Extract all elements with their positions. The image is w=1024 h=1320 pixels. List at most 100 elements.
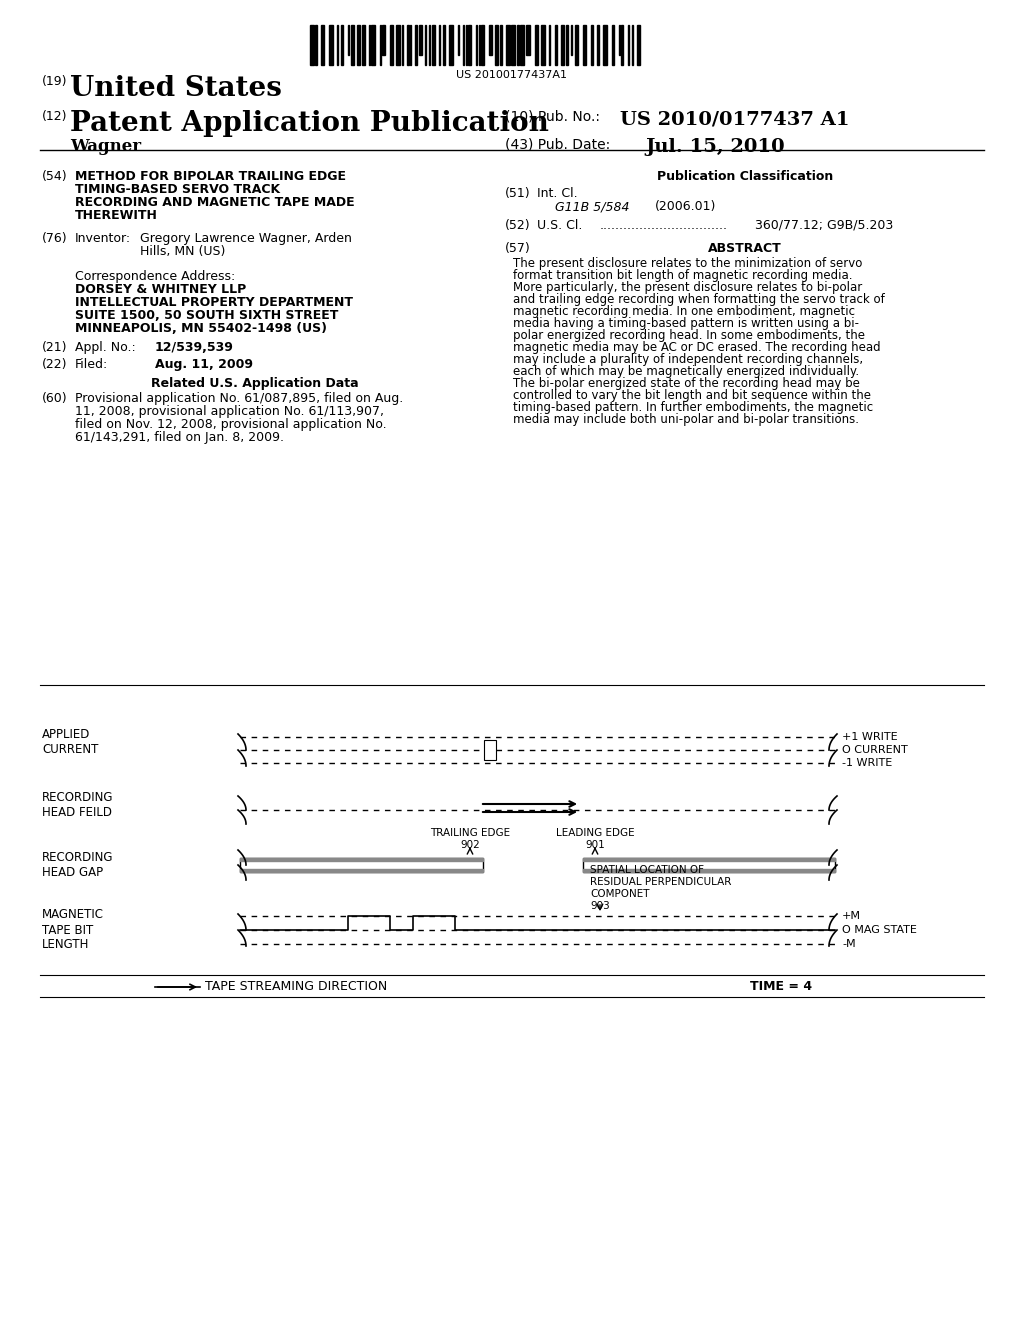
- Bar: [597, 25, 599, 65]
- Text: Publication Classification: Publication Classification: [656, 170, 834, 183]
- Text: 360/77.12; G9B/5.203: 360/77.12; G9B/5.203: [755, 219, 893, 232]
- Bar: [468, 25, 471, 65]
- Bar: [511, 25, 515, 65]
- Bar: [443, 25, 444, 65]
- Text: TAPE STREAMING DIRECTION: TAPE STREAMING DIRECTION: [205, 981, 387, 994]
- Text: Gregory Lawrence Wagner, Arden: Gregory Lawrence Wagner, Arden: [140, 232, 352, 246]
- Bar: [584, 25, 586, 65]
- Text: polar energized recording head. In some embodiments, the: polar energized recording head. In some …: [513, 329, 865, 342]
- Text: (12): (12): [42, 110, 68, 123]
- Text: MAGNETIC
TAPE BIT
LENGTH: MAGNETIC TAPE BIT LENGTH: [42, 908, 104, 952]
- Text: Hills, MN (US): Hills, MN (US): [140, 246, 225, 257]
- Bar: [574, 25, 579, 65]
- Bar: [603, 25, 607, 65]
- Bar: [520, 25, 523, 65]
- Text: (2006.01): (2006.01): [655, 201, 717, 213]
- Text: format transition bit length of magnetic recording media.: format transition bit length of magnetic…: [513, 269, 853, 282]
- Bar: [390, 25, 393, 65]
- Text: MINNEAPOLIS, MN 55402-1498 (US): MINNEAPOLIS, MN 55402-1498 (US): [75, 322, 327, 335]
- Text: RECORDING
HEAD FEILD: RECORDING HEAD FEILD: [42, 791, 114, 818]
- Text: Int. Cl.: Int. Cl.: [537, 187, 578, 201]
- Text: Inventor:: Inventor:: [75, 232, 131, 246]
- Text: Wagner: Wagner: [70, 139, 141, 154]
- Text: filed on Nov. 12, 2008, provisional application No.: filed on Nov. 12, 2008, provisional appl…: [75, 418, 387, 432]
- Bar: [408, 25, 409, 65]
- Bar: [382, 25, 385, 55]
- Text: US 20100177437A1: US 20100177437A1: [457, 70, 567, 81]
- Text: The bi-polar energized state of the recording head may be: The bi-polar energized state of the reco…: [513, 378, 860, 389]
- Text: RECORDING
HEAD GAP: RECORDING HEAD GAP: [42, 851, 114, 879]
- Text: 12/539,539: 12/539,539: [155, 341, 233, 354]
- Bar: [475, 25, 477, 65]
- Bar: [419, 25, 422, 55]
- Text: 11, 2008, provisional application No. 61/113,907,: 11, 2008, provisional application No. 61…: [75, 405, 384, 418]
- Text: RESIDUAL PERPENDICULAR: RESIDUAL PERPENDICULAR: [590, 876, 731, 887]
- Text: 901: 901: [585, 840, 605, 850]
- Bar: [315, 25, 317, 65]
- Bar: [506, 25, 510, 65]
- Text: controlled to vary the bit length and bit sequence within the: controlled to vary the bit length and bi…: [513, 389, 871, 403]
- Bar: [481, 25, 484, 65]
- Text: timing-based pattern. In further embodiments, the magnetic: timing-based pattern. In further embodim…: [513, 401, 873, 414]
- Bar: [484, 741, 496, 760]
- Text: Aug. 11, 2009: Aug. 11, 2009: [155, 358, 253, 371]
- Text: THEREWITH: THEREWITH: [75, 209, 158, 222]
- Text: US 2010/0177437 A1: US 2010/0177437 A1: [620, 110, 850, 128]
- Bar: [611, 25, 614, 65]
- Text: (54): (54): [42, 170, 68, 183]
- Bar: [591, 25, 593, 65]
- Bar: [489, 25, 492, 55]
- Bar: [622, 25, 623, 65]
- Text: (21): (21): [42, 341, 68, 354]
- Text: (76): (76): [42, 232, 68, 246]
- Bar: [583, 869, 835, 873]
- Text: ABSTRACT: ABSTRACT: [709, 242, 782, 255]
- Bar: [321, 25, 325, 65]
- Bar: [351, 25, 354, 65]
- Bar: [341, 25, 343, 65]
- Bar: [361, 25, 366, 65]
- Text: Filed:: Filed:: [75, 358, 109, 371]
- Bar: [628, 25, 630, 65]
- Text: RECORDING AND MAGNETIC TAPE MADE: RECORDING AND MAGNETIC TAPE MADE: [75, 195, 354, 209]
- Text: United States: United States: [70, 75, 282, 102]
- Text: (10) Pub. No.:: (10) Pub. No.:: [505, 110, 600, 124]
- Bar: [526, 25, 529, 55]
- Bar: [500, 25, 502, 65]
- Text: SUITE 1500, 50 SOUTH SIXTH STREET: SUITE 1500, 50 SOUTH SIXTH STREET: [75, 309, 338, 322]
- Bar: [555, 25, 556, 65]
- Text: METHOD FOR BIPOLAR TRAILING EDGE: METHOD FOR BIPOLAR TRAILING EDGE: [75, 170, 346, 183]
- Bar: [535, 25, 539, 65]
- Bar: [432, 25, 435, 65]
- Text: Related U.S. Application Data: Related U.S. Application Data: [152, 378, 358, 389]
- Text: (43) Pub. Date:: (43) Pub. Date:: [505, 139, 610, 152]
- Bar: [240, 869, 483, 873]
- Text: 61/143,291, filed on Jan. 8, 2009.: 61/143,291, filed on Jan. 8, 2009.: [75, 432, 284, 444]
- Bar: [357, 25, 360, 65]
- Text: U.S. Cl.: U.S. Cl.: [537, 219, 583, 232]
- Text: ................................: ................................: [600, 219, 728, 232]
- Text: +M: +M: [842, 911, 861, 921]
- Text: Jul. 15, 2010: Jul. 15, 2010: [645, 139, 784, 156]
- Text: APPLIED
CURRENT: APPLIED CURRENT: [42, 729, 98, 756]
- Text: 902: 902: [460, 840, 480, 850]
- Text: TIMING-BASED SERVO TRACK: TIMING-BASED SERVO TRACK: [75, 183, 281, 195]
- Text: INTELLECTUAL PROPERTY DEPARTMENT: INTELLECTUAL PROPERTY DEPARTMENT: [75, 296, 353, 309]
- Bar: [637, 25, 640, 65]
- Text: (22): (22): [42, 358, 68, 371]
- Text: Patent Application Publication: Patent Application Publication: [70, 110, 549, 137]
- Bar: [561, 25, 564, 65]
- Text: Correspondence Address:: Correspondence Address:: [75, 271, 236, 282]
- Text: media having a timing-based pattern is written using a bi-: media having a timing-based pattern is w…: [513, 317, 859, 330]
- Text: O MAG STATE: O MAG STATE: [842, 925, 916, 935]
- Text: More particularly, the present disclosure relates to bi-polar: More particularly, the present disclosur…: [513, 281, 862, 294]
- Bar: [240, 858, 483, 873]
- Bar: [517, 25, 518, 65]
- Text: magnetic recording media. In one embodiment, magnetic: magnetic recording media. In one embodim…: [513, 305, 855, 318]
- Text: and trailing edge recording when formatting the servo track of: and trailing edge recording when formatt…: [513, 293, 885, 306]
- Text: O CURRENT: O CURRENT: [842, 744, 907, 755]
- Bar: [310, 25, 313, 65]
- Bar: [396, 25, 400, 65]
- Bar: [416, 25, 417, 65]
- Text: SPATIAL LOCATION OF: SPATIAL LOCATION OF: [590, 865, 705, 875]
